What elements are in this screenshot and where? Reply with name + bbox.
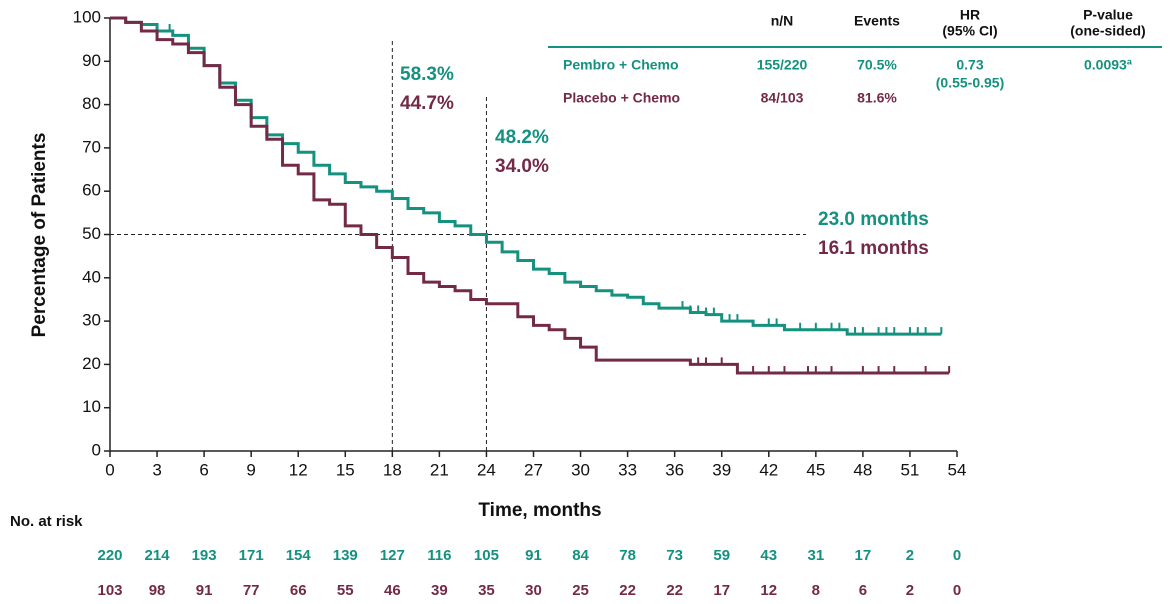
risk-count: 0 [953,547,961,564]
risk-count: 2 [906,547,914,564]
x-tick-label: 15 [336,460,355,479]
risk-count: 2 [906,582,914,599]
x-tick-label: 30 [571,460,590,479]
y-tick-label: 100 [73,7,101,26]
table-row-name: Pembro + Chemo [563,57,679,73]
x-tick-label: 24 [477,460,496,479]
risk-count: 25 [572,582,589,599]
annotation: 44.7% [400,93,454,114]
risk-count: 17 [713,582,730,599]
x-tick-label: 3 [152,460,161,479]
risk-count: 66 [290,582,307,599]
y-tick-label: 50 [82,224,101,243]
x-tick-label: 54 [948,460,967,479]
x-tick-label: 27 [524,460,543,479]
table-header: (one-sided) [1070,23,1145,39]
risk-count: 116 [427,547,451,564]
x-tick-label: 48 [853,460,872,479]
risk-count: 91 [196,582,213,599]
risk-count: 22 [619,582,636,599]
y-tick-label: 90 [82,51,101,70]
risk-count: 127 [380,547,405,564]
table-cell: 0.73 [956,57,983,73]
risk-count: 103 [97,582,122,599]
risk-count: 22 [666,582,683,599]
annotation: 23.0 months [818,209,929,230]
table-cell: 84/103 [761,90,804,106]
risk-count: 30 [525,582,542,599]
risk-count: 35 [478,582,495,599]
risk-count: 73 [666,547,683,564]
risk-count: 39 [431,582,448,599]
table-cell: 81.6% [857,90,897,106]
x-axis-label: Time, months [478,500,601,521]
annotation: 48.2% [495,127,549,148]
annotation: 34.0% [495,156,549,177]
risk-count: 171 [239,547,264,564]
x-tick-label: 51 [900,460,919,479]
y-tick-label: 80 [82,94,101,113]
risk-count: 84 [572,547,589,564]
y-tick-label: 30 [82,311,101,330]
table-row-name: Placebo + Chemo [563,90,680,106]
x-tick-label: 33 [618,460,637,479]
x-tick-label: 21 [430,460,449,479]
risk-count: 105 [474,547,499,564]
table-cell: 0.0093ª [1084,57,1133,73]
x-tick-label: 6 [199,460,208,479]
y-tick-label: 60 [82,181,101,200]
risk-count: 8 [812,582,820,599]
table-header: P-value [1083,7,1133,23]
risk-count: 139 [333,547,358,564]
table-header: n/N [771,13,794,29]
annotation: 16.1 months [818,238,929,259]
risk-table-title: No. at risk [10,513,83,530]
x-tick-label: 39 [712,460,731,479]
table-cell: (0.55-0.95) [936,75,1004,91]
risk-count: 214 [145,547,171,564]
risk-count: 12 [760,582,777,599]
survival-curve [110,16,950,375]
x-tick-label: 9 [246,460,255,479]
x-tick-label: 36 [665,460,684,479]
risk-count: 31 [807,547,824,564]
table-header: (95% CI) [942,23,997,39]
risk-count: 154 [286,547,312,564]
risk-count: 17 [855,547,872,564]
x-tick-label: 42 [759,460,778,479]
risk-count: 78 [619,547,636,564]
y-tick-label: 40 [82,267,101,286]
x-tick-label: 0 [105,460,114,479]
risk-count: 59 [713,547,730,564]
risk-count: 220 [97,547,122,564]
risk-count: 98 [149,582,166,599]
risk-count: 43 [760,547,777,564]
risk-count: 77 [243,582,260,599]
y-tick-label: 20 [82,354,101,373]
y-axis-label: Percentage of Patients [29,133,50,338]
risk-count: 46 [384,582,401,599]
risk-count: 193 [192,547,217,564]
risk-count: 91 [525,547,542,564]
table-cell: 70.5% [857,57,897,73]
x-tick-label: 45 [806,460,825,479]
table-cell: 155/220 [757,57,808,73]
table-header: HR [960,7,980,23]
risk-count: 55 [337,582,354,599]
risk-count: 6 [859,582,867,599]
y-tick-label: 10 [82,397,101,416]
x-tick-label: 18 [383,460,402,479]
y-tick-label: 0 [92,440,101,459]
y-tick-label: 70 [82,137,101,156]
x-tick-label: 12 [289,460,308,479]
table-header: Events [854,13,900,29]
risk-count: 0 [953,582,961,599]
annotation: 58.3% [400,64,454,85]
